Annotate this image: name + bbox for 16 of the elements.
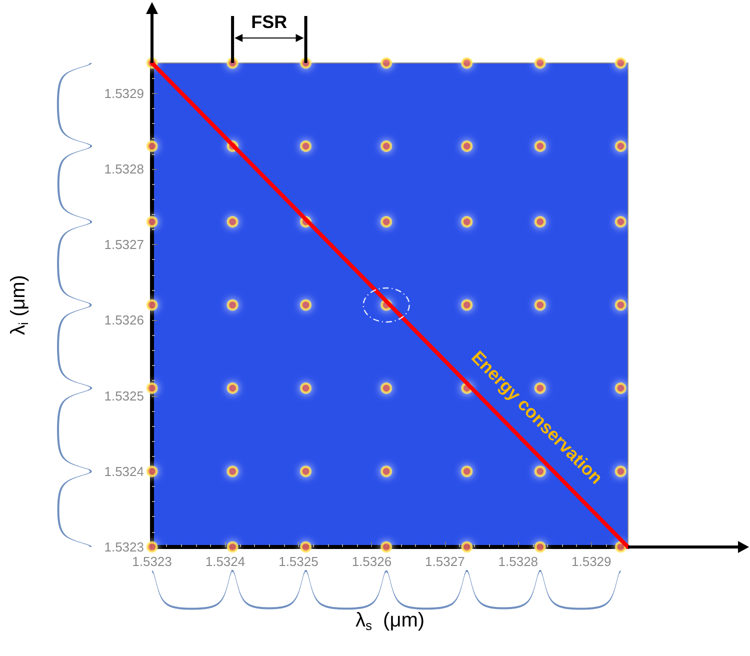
x-tick-label: 1.5325 [278,554,318,569]
y-tick-label: 1.5325 [104,388,144,404]
x-tick-label: 1.5323 [132,554,172,569]
text: FSR [251,12,288,32]
x-tick-label: 1.5329 [572,554,612,569]
y-tick-label: 1.5324 [104,464,144,479]
y-tick-label: 1.5326 [104,312,144,328]
x-tick-label: 1.5326 [352,554,392,569]
y-tick-label: 1.5327 [104,237,144,252]
y-tick-label: 1.5329 [104,86,144,101]
x-tick-label: 1.5324 [205,554,246,569]
y-tick-label: 1.5328 [104,161,144,176]
x-tick-label: 1.5328 [498,554,538,569]
x-tick-label: 1.5327 [425,554,465,569]
y-tick-label: 1.5323 [104,540,144,554]
y-axis-title: λi (μm) [8,275,31,335]
